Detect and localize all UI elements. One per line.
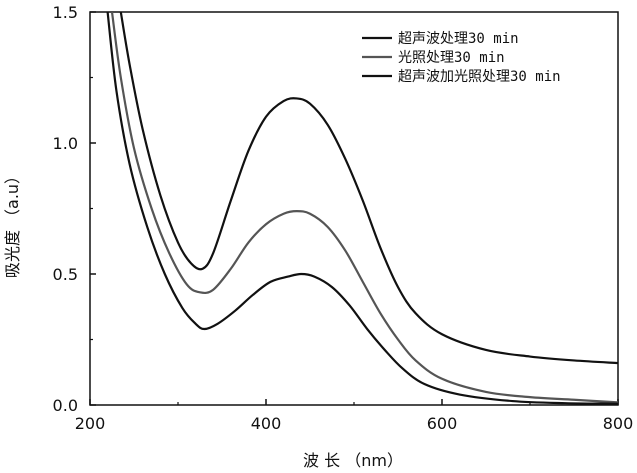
y-tick-label-1.5: 1.5 <box>53 3 78 22</box>
ticks-group: 200 400 600 800 0.0 0.5 1.0 1.5 <box>53 3 634 433</box>
y-tick-label-0.5: 0.5 <box>53 265 78 284</box>
x-tick-label-800: 800 <box>603 414 634 433</box>
y-axis-label: 吸光度 （a.u） <box>3 168 22 278</box>
y-tick-label-0: 0.0 <box>53 396 78 415</box>
x-axis-label: 波 长 （nm） <box>303 451 403 470</box>
legend-label-3: 超声波加光照处理30 min <box>398 69 561 85</box>
x-tick-label-200: 200 <box>75 414 106 433</box>
legend: 超声波处理30 min 光照处理30 min 超声波加光照处理30 min <box>362 31 561 85</box>
x-tick-label-600: 600 <box>427 414 458 433</box>
legend-label-2: 光照处理30 min <box>398 50 505 66</box>
legend-label-1: 超声波处理30 min <box>398 31 519 47</box>
x-tick-label-400: 400 <box>251 414 282 433</box>
y-tick-label-1: 1.0 <box>53 134 78 153</box>
series-line-1 <box>121 12 618 363</box>
